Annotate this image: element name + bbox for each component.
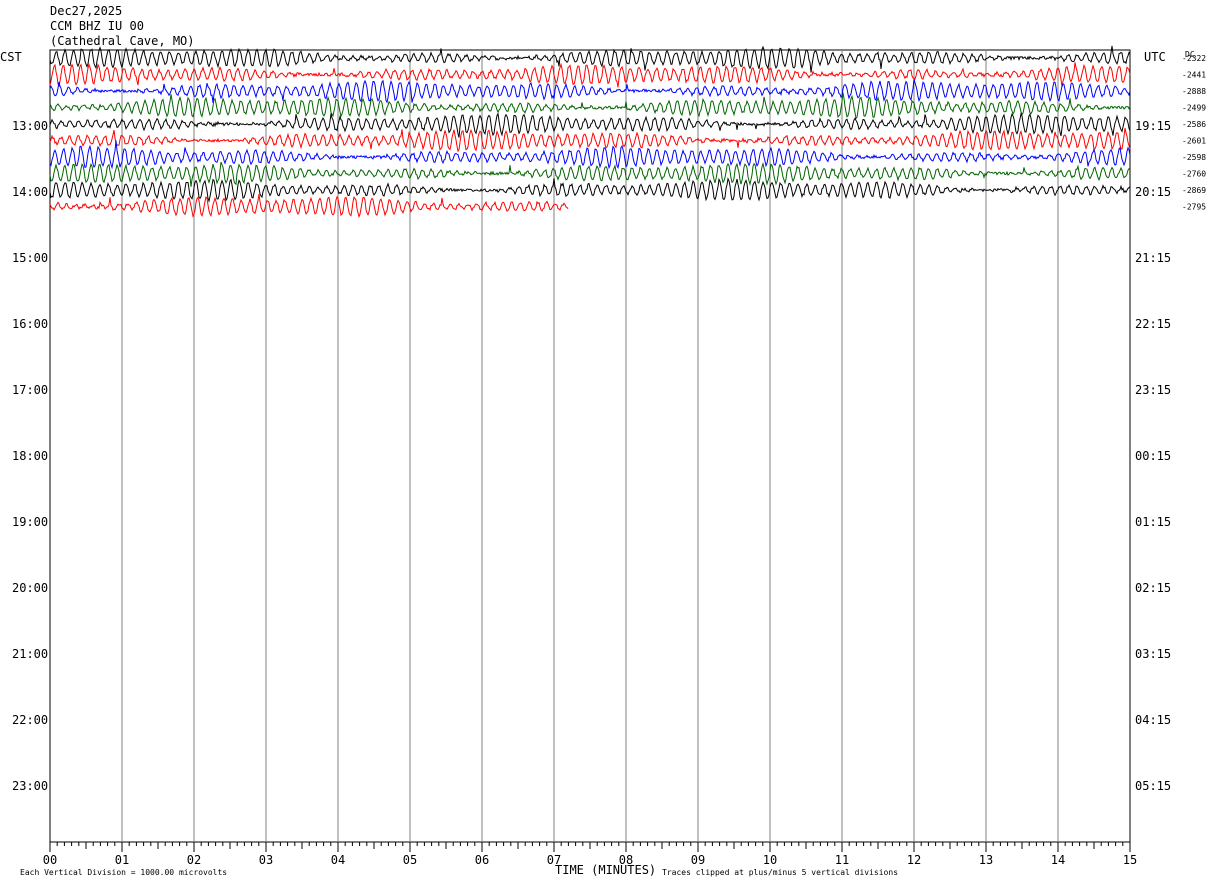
vertical-grid bbox=[121, 50, 1059, 842]
cst-hour-label: 21:00 bbox=[12, 647, 48, 661]
dc-offset-labels: -2322 -2441 -2888 -2499 -2586 -2601 -2598 -2760… bbox=[1182, 54, 1206, 212]
cst-hour-label: 22:00 bbox=[12, 713, 48, 727]
dc-offset-value: -2586 bbox=[1182, 120, 1206, 129]
x-tick-label: 10 bbox=[763, 853, 777, 867]
x-tick-label: 15 bbox=[1123, 853, 1137, 867]
utc-hour-label: 21:15 bbox=[1135, 251, 1171, 265]
clip-note: Traces clipped at plus/minus 5 vertical … bbox=[662, 868, 898, 877]
dc-offset-value: -2322 bbox=[1182, 54, 1206, 63]
station-location: (Cathedral Cave, MO) bbox=[50, 34, 195, 48]
x-axis: 00 01 02 03 04 05 06 07 08 09 10 11 12 13 14 15 bbox=[43, 842, 1137, 867]
seismic-trace bbox=[49, 127, 1131, 153]
x-axis-label: TIME (MINUTES) bbox=[555, 863, 656, 877]
seismic-trace bbox=[49, 140, 1131, 170]
dc-offset-value: -2869 bbox=[1182, 186, 1206, 195]
dc-offset-value: -2441 bbox=[1182, 71, 1206, 80]
cst-hour-label: 13:00 bbox=[12, 119, 48, 133]
seismic-trace bbox=[49, 62, 1131, 88]
hour-labels: 13:00 14:00 15:00 16:00 17:00 18:00 19:00 20:00… bbox=[12, 119, 1171, 793]
seismic-trace bbox=[49, 194, 569, 219]
cst-hour-label: 14:00 bbox=[12, 185, 48, 199]
utc-hour-label: 23:15 bbox=[1135, 383, 1171, 397]
dc-offset-value: -2795 bbox=[1182, 203, 1206, 212]
x-tick-label: 00 bbox=[43, 853, 57, 867]
x-tick-label: 03 bbox=[259, 853, 273, 867]
x-tick-label: 05 bbox=[403, 853, 417, 867]
x-tick-label: 12 bbox=[907, 853, 921, 867]
utc-hour-label: 01:15 bbox=[1135, 515, 1171, 529]
x-tick-label: 02 bbox=[187, 853, 201, 867]
x-tick-label: 14 bbox=[1051, 853, 1065, 867]
seismic-trace bbox=[49, 92, 1131, 120]
cst-hour-label: 17:00 bbox=[12, 383, 48, 397]
dc-offset-value: -2598 bbox=[1182, 153, 1206, 162]
utc-hour-label: 03:15 bbox=[1135, 647, 1171, 661]
utc-hour-label: 05:15 bbox=[1135, 779, 1171, 793]
x-tick-label: 04 bbox=[331, 853, 345, 867]
cst-hour-label: 16:00 bbox=[12, 317, 48, 331]
seismic-trace bbox=[49, 177, 1131, 203]
x-tick-label: 13 bbox=[979, 853, 993, 867]
seismic-trace bbox=[49, 45, 1131, 73]
seismic-trace bbox=[49, 161, 1131, 187]
cst-hour-label: 23:00 bbox=[12, 779, 48, 793]
cst-hour-label: 18:00 bbox=[12, 449, 48, 463]
x-tick-label: 06 bbox=[475, 853, 489, 867]
dc-offset-value: -2499 bbox=[1182, 104, 1206, 113]
seismic-trace bbox=[49, 78, 1131, 104]
x-tick-label: 01 bbox=[115, 853, 129, 867]
dc-offset-value: -2760 bbox=[1182, 170, 1206, 179]
station-code: CCM BHZ IU 00 bbox=[50, 19, 144, 33]
x-tick-label: 08 bbox=[619, 853, 633, 867]
cst-hour-label: 19:00 bbox=[12, 515, 48, 529]
utc-hour-label: 00:15 bbox=[1135, 449, 1171, 463]
utc-hour-label: 19:15 bbox=[1135, 119, 1171, 133]
seismic-trace bbox=[49, 112, 1131, 138]
timezone-left-label: CST bbox=[0, 50, 22, 64]
timezone-right-label: UTC bbox=[1144, 50, 1166, 64]
utc-hour-label: 02:15 bbox=[1135, 581, 1171, 595]
x-tick-label: 09 bbox=[691, 853, 705, 867]
x-tick-label: 07 bbox=[547, 853, 561, 867]
seismic-traces bbox=[49, 45, 1131, 219]
dc-offset-value: -2601 bbox=[1182, 137, 1206, 146]
x-tick-label: 11 bbox=[835, 853, 849, 867]
utc-hour-label: 22:15 bbox=[1135, 317, 1171, 331]
chart-date: Dec27,2025 bbox=[50, 4, 122, 18]
utc-hour-label: 04:15 bbox=[1135, 713, 1171, 727]
cst-hour-label: 20:00 bbox=[12, 581, 48, 595]
dc-label: DC bbox=[1185, 50, 1195, 59]
dc-offset-value: -2888 bbox=[1182, 87, 1206, 96]
scale-note: Each Vertical Division = 1000.00 microvo… bbox=[20, 868, 227, 877]
utc-hour-label: 20:15 bbox=[1135, 185, 1171, 199]
cst-hour-label: 15:00 bbox=[12, 251, 48, 265]
